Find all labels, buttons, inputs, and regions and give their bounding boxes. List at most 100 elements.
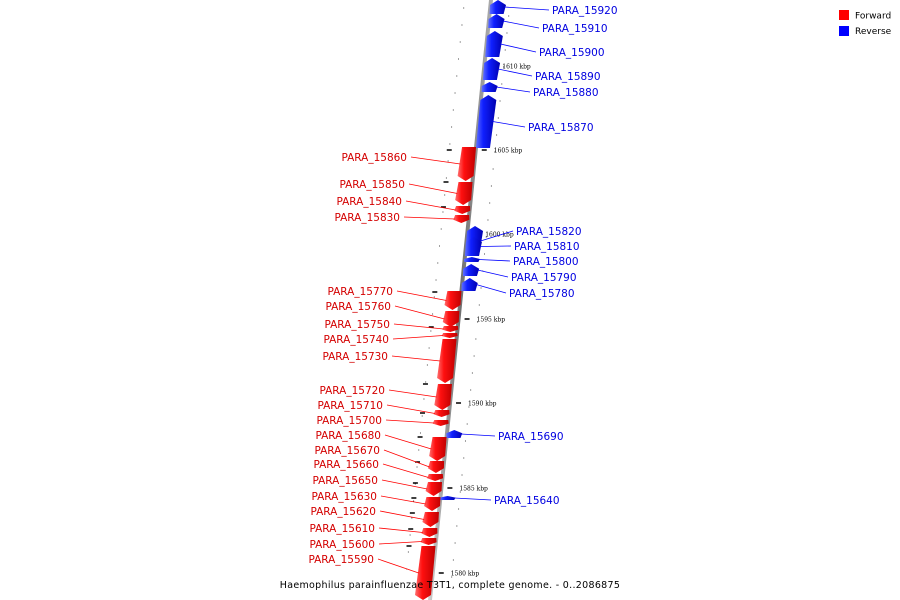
reverse-gene-arrow[interactable] xyxy=(481,82,498,92)
forward-gene-label[interactable]: PARA_15590 xyxy=(308,554,374,566)
forward-gene-label[interactable]: PARA_15650 xyxy=(312,475,378,487)
reverse-gene-leader xyxy=(502,20,540,29)
forward-gene-arrow[interactable] xyxy=(434,384,452,410)
forward-gene-label[interactable]: PARA_15860 xyxy=(341,152,407,164)
forward-gene-arrow[interactable] xyxy=(442,311,460,327)
forward-gene-leader xyxy=(393,323,444,330)
forward-gene-arrow[interactable] xyxy=(422,512,439,527)
forward-gene-label[interactable]: PARA_15680 xyxy=(315,430,381,442)
forward-gene-leader xyxy=(408,183,458,194)
forward-gene-leader xyxy=(385,419,435,424)
reverse-gene-leader xyxy=(460,433,496,437)
reverse-gene-label[interactable]: PARA_15800 xyxy=(513,256,579,268)
reverse-gene-label[interactable]: PARA_15780 xyxy=(509,288,575,300)
reverse-gene-arrow[interactable] xyxy=(488,14,505,28)
forward-gene-arrow[interactable] xyxy=(444,291,462,310)
reverse-gene-label[interactable]: PARA_15820 xyxy=(516,226,582,238)
forward-gene-label[interactable]: PARA_15710 xyxy=(317,400,383,412)
reverse-gene-label[interactable]: PARA_15880 xyxy=(533,87,599,99)
reverse-gene-leader xyxy=(454,497,492,501)
forward-gene-label[interactable]: PARA_15630 xyxy=(311,491,377,503)
forward-gene-leader xyxy=(394,305,445,320)
forward-gene-arrow[interactable] xyxy=(455,182,473,205)
forward-gene-arrow[interactable] xyxy=(424,497,441,511)
scale-tick-label: 1580 kbp xyxy=(451,571,480,578)
forward-gene-label[interactable]: PARA_15840 xyxy=(336,196,402,208)
reverse-gene-leader xyxy=(496,86,531,93)
reverse-gene-leader xyxy=(480,230,514,242)
reverse-gene-arrow[interactable] xyxy=(446,430,463,438)
gene-features xyxy=(415,0,506,600)
scale-tick-label: 1605 kbp xyxy=(494,148,523,155)
forward-gene-arrow[interactable] xyxy=(453,215,470,223)
reverse-gene-label[interactable]: PARA_15890 xyxy=(535,71,601,83)
forward-gene-label[interactable]: PARA_15670 xyxy=(314,445,380,457)
map-caption: Haemophilus parainfluenzae T3T1, complet… xyxy=(280,580,620,591)
forward-gene-leader xyxy=(381,479,428,490)
forward-gene-arrow[interactable] xyxy=(420,538,437,545)
reverse-gene-leader xyxy=(492,121,526,128)
reverse-gene-label[interactable]: PARA_15900 xyxy=(539,47,605,59)
reverse-gene-label[interactable]: PARA_15640 xyxy=(494,495,560,507)
forward-gene-label[interactable]: PARA_15700 xyxy=(316,415,382,427)
reverse-gene-arrow[interactable] xyxy=(482,58,501,80)
forward-gene-arrow[interactable] xyxy=(429,437,447,461)
reverse-gene-arrow[interactable] xyxy=(464,237,482,256)
reverse-gene-label[interactable]: PARA_15690 xyxy=(498,431,564,443)
minor-ticks xyxy=(406,7,510,578)
forward-gene-leader xyxy=(378,527,423,533)
forward-gene-label[interactable]: PARA_15720 xyxy=(319,385,385,397)
forward-gene-label[interactable]: PARA_15760 xyxy=(325,301,391,313)
forward-gene-leader xyxy=(396,290,447,301)
forward-gene-label[interactable]: PARA_15740 xyxy=(323,334,389,346)
reverse-gene-label[interactable]: PARA_15870 xyxy=(528,122,594,134)
forward-gene-leader xyxy=(391,355,441,362)
forward-gene-leader xyxy=(386,404,436,414)
reverse-gene-label[interactable]: PARA_15790 xyxy=(511,272,577,284)
forward-gene-label[interactable]: PARA_15610 xyxy=(309,523,375,535)
forward-gene-label[interactable]: PARA_15770 xyxy=(327,286,393,298)
forward-gene-arrow[interactable] xyxy=(442,326,459,332)
legend-forward-swatch xyxy=(839,10,849,20)
forward-gene-leader xyxy=(392,335,443,340)
forward-gene-arrow[interactable] xyxy=(427,474,444,481)
forward-gene-arrow[interactable] xyxy=(425,482,442,496)
scale-tick-label: 1595 kbp xyxy=(477,317,506,324)
label-leaders xyxy=(377,6,550,574)
forward-gene-leader xyxy=(410,156,461,165)
reverse-gene-arrow[interactable] xyxy=(439,496,456,500)
forward-gene-label[interactable]: PARA_15850 xyxy=(339,179,405,191)
forward-gene-arrow[interactable] xyxy=(427,461,445,473)
forward-gene-arrow[interactable] xyxy=(415,546,436,600)
reverse-gene-arrow[interactable] xyxy=(463,257,480,262)
reverse-gene-leader xyxy=(477,269,509,278)
forward-gene-arrow[interactable] xyxy=(441,333,458,338)
reverse-gene-leader xyxy=(479,245,512,247)
reverse-gene-label[interactable]: PARA_15810 xyxy=(514,241,580,253)
forward-gene-arrow[interactable] xyxy=(437,339,457,383)
forward-gene-arrow[interactable] xyxy=(457,147,477,181)
reverse-gene-label[interactable]: PARA_15920 xyxy=(552,5,618,17)
reverse-gene-leader xyxy=(475,284,507,294)
forward-gene-label[interactable]: PARA_15620 xyxy=(310,506,376,518)
forward-gene-label[interactable]: PARA_15660 xyxy=(313,459,379,471)
forward-gene-arrow[interactable] xyxy=(432,420,449,426)
legend-reverse-label: Reverse xyxy=(855,27,892,37)
forward-gene-label[interactable]: PARA_15600 xyxy=(309,539,375,551)
reverse-gene-label[interactable]: PARA_15910 xyxy=(542,23,608,35)
forward-gene-label[interactable]: PARA_15830 xyxy=(334,212,400,224)
forward-gene-arrow[interactable] xyxy=(454,206,471,214)
reverse-gene-arrow[interactable] xyxy=(461,278,478,291)
reverse-gene-arrow[interactable] xyxy=(489,0,506,14)
forward-gene-arrow[interactable] xyxy=(421,528,438,537)
reverse-gene-arrow[interactable] xyxy=(462,264,480,276)
forward-gene-label[interactable]: PARA_15750 xyxy=(324,319,390,331)
legend-reverse-swatch xyxy=(839,26,849,36)
forward-gene-leader xyxy=(403,216,455,220)
forward-gene-label[interactable]: PARA_15730 xyxy=(322,351,388,363)
forward-gene-arrow[interactable] xyxy=(433,410,450,417)
reverse-gene-arrow[interactable] xyxy=(475,95,497,148)
scale-tick-label: 1585 kbp xyxy=(459,486,488,493)
reverse-gene-arrow[interactable] xyxy=(485,31,503,57)
